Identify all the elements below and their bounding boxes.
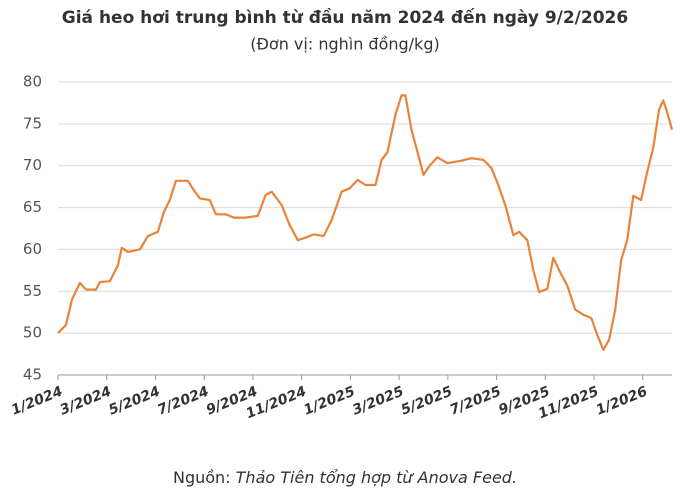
chart-subtitle: (Đơn vị: nghìn đồng/kg) — [250, 35, 439, 54]
y-tick-label: 55 — [23, 282, 42, 300]
x-tick-label: 5/2025 — [399, 383, 455, 418]
x-tick-label: 3/2025 — [350, 383, 406, 418]
y-tick-label: 60 — [23, 240, 42, 258]
x-tick-label: 7/2024 — [155, 384, 211, 419]
y-tick-label: 80 — [23, 73, 42, 91]
source-label: Nguồn: — [173, 468, 231, 487]
y-tick-label: 70 — [23, 156, 42, 174]
x-tick-label: 1/2026 — [594, 383, 650, 418]
chart-title: Giá heo hơi trung bình từ đầu năm 2024 đ… — [62, 7, 628, 28]
x-tick-label: 1/2025 — [301, 383, 357, 418]
x-tick-label: 7/2025 — [448, 383, 504, 418]
line — [57, 94, 674, 351]
x-tick-label: 3/2024 — [58, 384, 114, 419]
source-text: Thảo Tiên tổng hợp từ Anova Feed. — [236, 468, 517, 487]
x-tick-label: 5/2024 — [107, 384, 163, 419]
y-tick-label: 65 — [23, 198, 42, 216]
source: Nguồn: Thảo Tiên tổng hợp từ Anova Feed. — [173, 468, 517, 487]
y-tick-label: 50 — [23, 324, 42, 342]
y-tick-label: 45 — [23, 366, 42, 384]
x-tick-label: 1/2024 — [9, 384, 65, 419]
y-tick-label: 75 — [23, 114, 42, 132]
